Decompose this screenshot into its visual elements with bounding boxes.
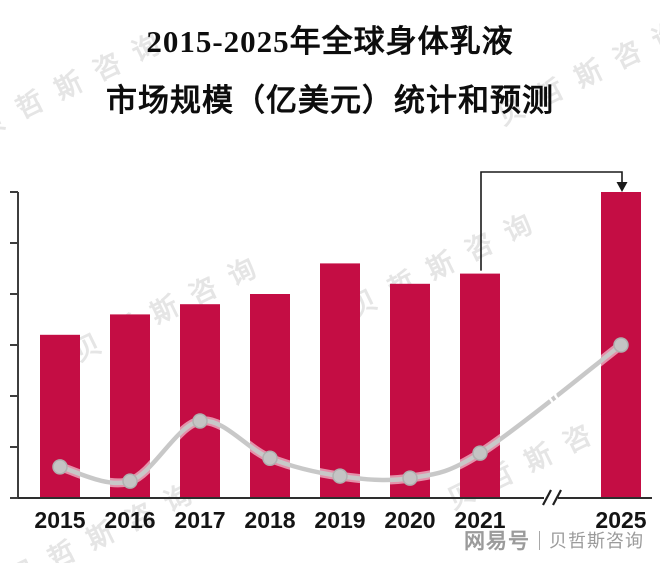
x-label-2017: 2017 <box>174 507 225 533</box>
x-axis-break-slash <box>552 489 562 506</box>
line-marker-2019 <box>332 468 348 484</box>
x-label-2020: 2020 <box>384 507 435 533</box>
bar-2017 <box>180 304 220 498</box>
line-marker-2015 <box>52 459 68 475</box>
x-axis-break-slash <box>542 489 552 506</box>
line-break-mark <box>553 388 561 409</box>
bar-2020 <box>390 283 430 498</box>
bracket-arrowhead <box>616 182 628 192</box>
source-credit: 网易号 贝哲斯咨询 <box>464 525 644 555</box>
x-label-2018: 2018 <box>244 507 295 533</box>
line-marker-2016 <box>122 473 138 489</box>
trend-line <box>57 342 624 486</box>
bracket-arrow <box>480 171 623 271</box>
line-marker-2018 <box>262 450 278 466</box>
x-label-2025: 2025 <box>595 507 646 533</box>
platform-logo-text: 网易号 <box>464 530 530 553</box>
line-marker-2021 <box>472 445 488 461</box>
title-line-1: 2015-2025年全球身体乳液 <box>146 24 514 59</box>
source-name: 贝哲斯咨询 <box>549 531 644 551</box>
line-marker-2020 <box>402 470 418 486</box>
bar-2019 <box>320 263 360 498</box>
line-break-mark <box>547 390 555 411</box>
x-label-2021: 2021 <box>454 507 505 533</box>
x-label-2019: 2019 <box>314 507 365 533</box>
line-marker-2025 <box>613 337 629 353</box>
footer-divider <box>539 530 540 550</box>
line-marker-2017 <box>192 413 208 429</box>
title-line-2: 市场规模（亿美元）统计和预测 <box>106 83 554 118</box>
x-label-2015: 2015 <box>34 507 85 533</box>
page-title: 2015-2025年全球身体乳液 市场规模（亿美元）统计和预测 <box>0 12 660 130</box>
x-label-2016: 2016 <box>104 507 155 533</box>
